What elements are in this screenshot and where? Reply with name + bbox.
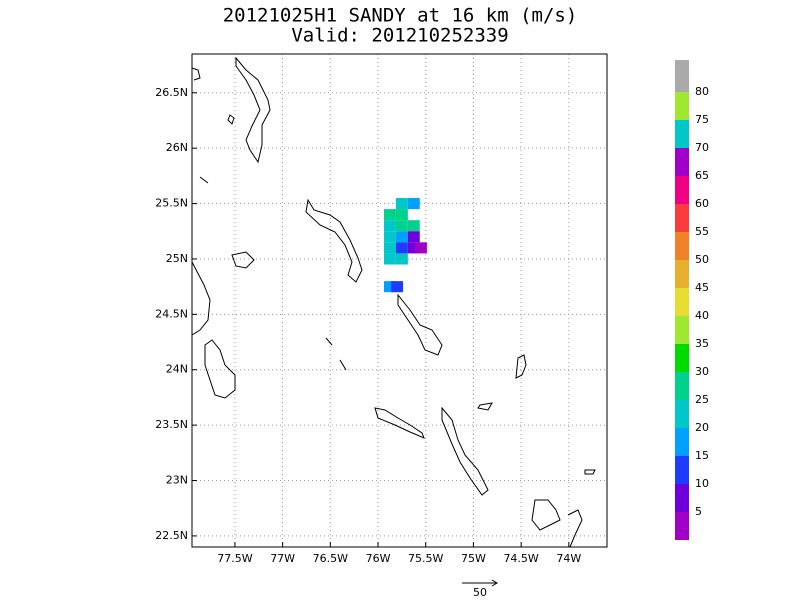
- colorbar-label: 70: [695, 141, 709, 154]
- colorbar-label: 10: [695, 477, 709, 490]
- wind-cell: [407, 242, 420, 254]
- x-tick-label: 75.5W: [408, 552, 443, 565]
- coastline: [199, 176, 209, 184]
- coastline: [305, 198, 363, 283]
- coastline: [339, 359, 347, 371]
- y-tick-label: 23N: [166, 474, 188, 487]
- colorbar-swatch: [675, 456, 689, 484]
- wind-cell: [383, 253, 396, 265]
- reference-vector-label: 50: [473, 586, 487, 599]
- coastline: [374, 407, 425, 439]
- y-tick-label: 25.5N: [155, 197, 188, 210]
- y-tick-label: 22.5N: [155, 529, 188, 542]
- reference-arrowhead: [491, 579, 498, 587]
- colorbar-swatch: [675, 120, 689, 148]
- coastline: [584, 469, 596, 475]
- colorbar-label: 25: [695, 393, 709, 406]
- coastline: [441, 406, 489, 496]
- wind-cell: [395, 209, 408, 221]
- x-tick-label: 74.5W: [503, 552, 538, 565]
- colorbar-swatch: [675, 512, 689, 540]
- coastline: [531, 499, 561, 531]
- y-tick-label: 26N: [166, 141, 188, 154]
- wind-cell: [395, 242, 408, 254]
- x-tick-label: 77.5W: [217, 552, 252, 565]
- colorbar-swatch: [675, 232, 689, 260]
- wind-cell: [407, 231, 420, 243]
- colorbar-label: 45: [695, 281, 709, 294]
- colorbar-label: 30: [695, 365, 709, 378]
- colorbar-swatch: [675, 204, 689, 232]
- coastlines: [191, 56, 596, 548]
- coastline: [231, 251, 255, 269]
- colorbar-swatch: [675, 372, 689, 400]
- y-tick-label: 24N: [166, 363, 188, 376]
- coastline: [204, 339, 236, 399]
- colorbar-label: 35: [695, 337, 709, 350]
- colorbar-label: 40: [695, 309, 709, 322]
- subtitle: Valid: 201210252339: [291, 25, 508, 47]
- y-tick-label: 26.5N: [155, 86, 188, 99]
- colorbar-swatch: [675, 260, 689, 288]
- wind-cell: [391, 281, 404, 293]
- colorbar-label: 75: [695, 113, 709, 126]
- coastline: [227, 114, 235, 125]
- colorbar-label: 55: [695, 225, 709, 238]
- coastline: [397, 293, 443, 356]
- y-tick-label: 25N: [166, 252, 188, 265]
- wind-cell: [383, 231, 396, 243]
- wind-cell: [395, 198, 408, 210]
- wind-cell: [383, 242, 396, 254]
- wind-cells: [383, 198, 427, 293]
- colorbar-swatch: [675, 288, 689, 316]
- wind-cell: [407, 220, 420, 232]
- coastline: [477, 402, 493, 411]
- colorbar-swatch: [675, 316, 689, 344]
- y-tick-label: 24.5N: [155, 307, 188, 320]
- x-tick-label: 75W: [461, 552, 486, 565]
- colorbar: 5 10 15 20 25 30 35 40 45 50 55 60 65 70 75 80: [675, 60, 709, 540]
- wind-cell: [407, 198, 420, 210]
- colorbar-swatch: [675, 148, 689, 176]
- wind-cell: [383, 220, 396, 232]
- colorbar-label: 65: [695, 169, 709, 182]
- x-tick-label: 76W: [366, 552, 391, 565]
- wind-cell: [415, 242, 427, 254]
- coastline: [235, 56, 271, 164]
- map-frame: [191, 53, 608, 548]
- wind-cell: [395, 253, 408, 265]
- colorbar-label: 50: [695, 253, 709, 266]
- colorbar-swatch: [675, 60, 689, 92]
- colorbar-swatch: [675, 176, 689, 204]
- coastline: [191, 261, 211, 336]
- coastline: [325, 337, 333, 346]
- colorbar-swatch: [675, 484, 689, 512]
- colorbar-label: 60: [695, 197, 709, 210]
- colorbar-swatch: [675, 344, 689, 372]
- wind-cell: [395, 231, 408, 243]
- wind-cell: [395, 220, 408, 232]
- colorbar-label: 15: [695, 449, 709, 462]
- grid: [192, 54, 607, 547]
- x-tick-label: 74W: [556, 552, 581, 565]
- colorbar-swatch: [675, 92, 689, 120]
- wind-cell: [383, 281, 396, 293]
- wind-cell: [383, 209, 396, 221]
- colorbar-label: 5: [695, 505, 702, 518]
- colorbar-swatch: [675, 400, 689, 428]
- coastline: [191, 67, 201, 81]
- x-tick-label: 77W: [270, 552, 295, 565]
- coastline: [515, 354, 527, 379]
- colorbar-label: 80: [695, 85, 709, 98]
- coastline: [567, 509, 583, 548]
- title: 20121025H1 SANDY at 16 km (m/s): [223, 5, 578, 27]
- x-tick-label: 76.5W: [313, 552, 348, 565]
- colorbar-swatch: [675, 428, 689, 456]
- colorbar-label: 20: [695, 421, 709, 434]
- y-tick-label: 23.5N: [155, 418, 188, 431]
